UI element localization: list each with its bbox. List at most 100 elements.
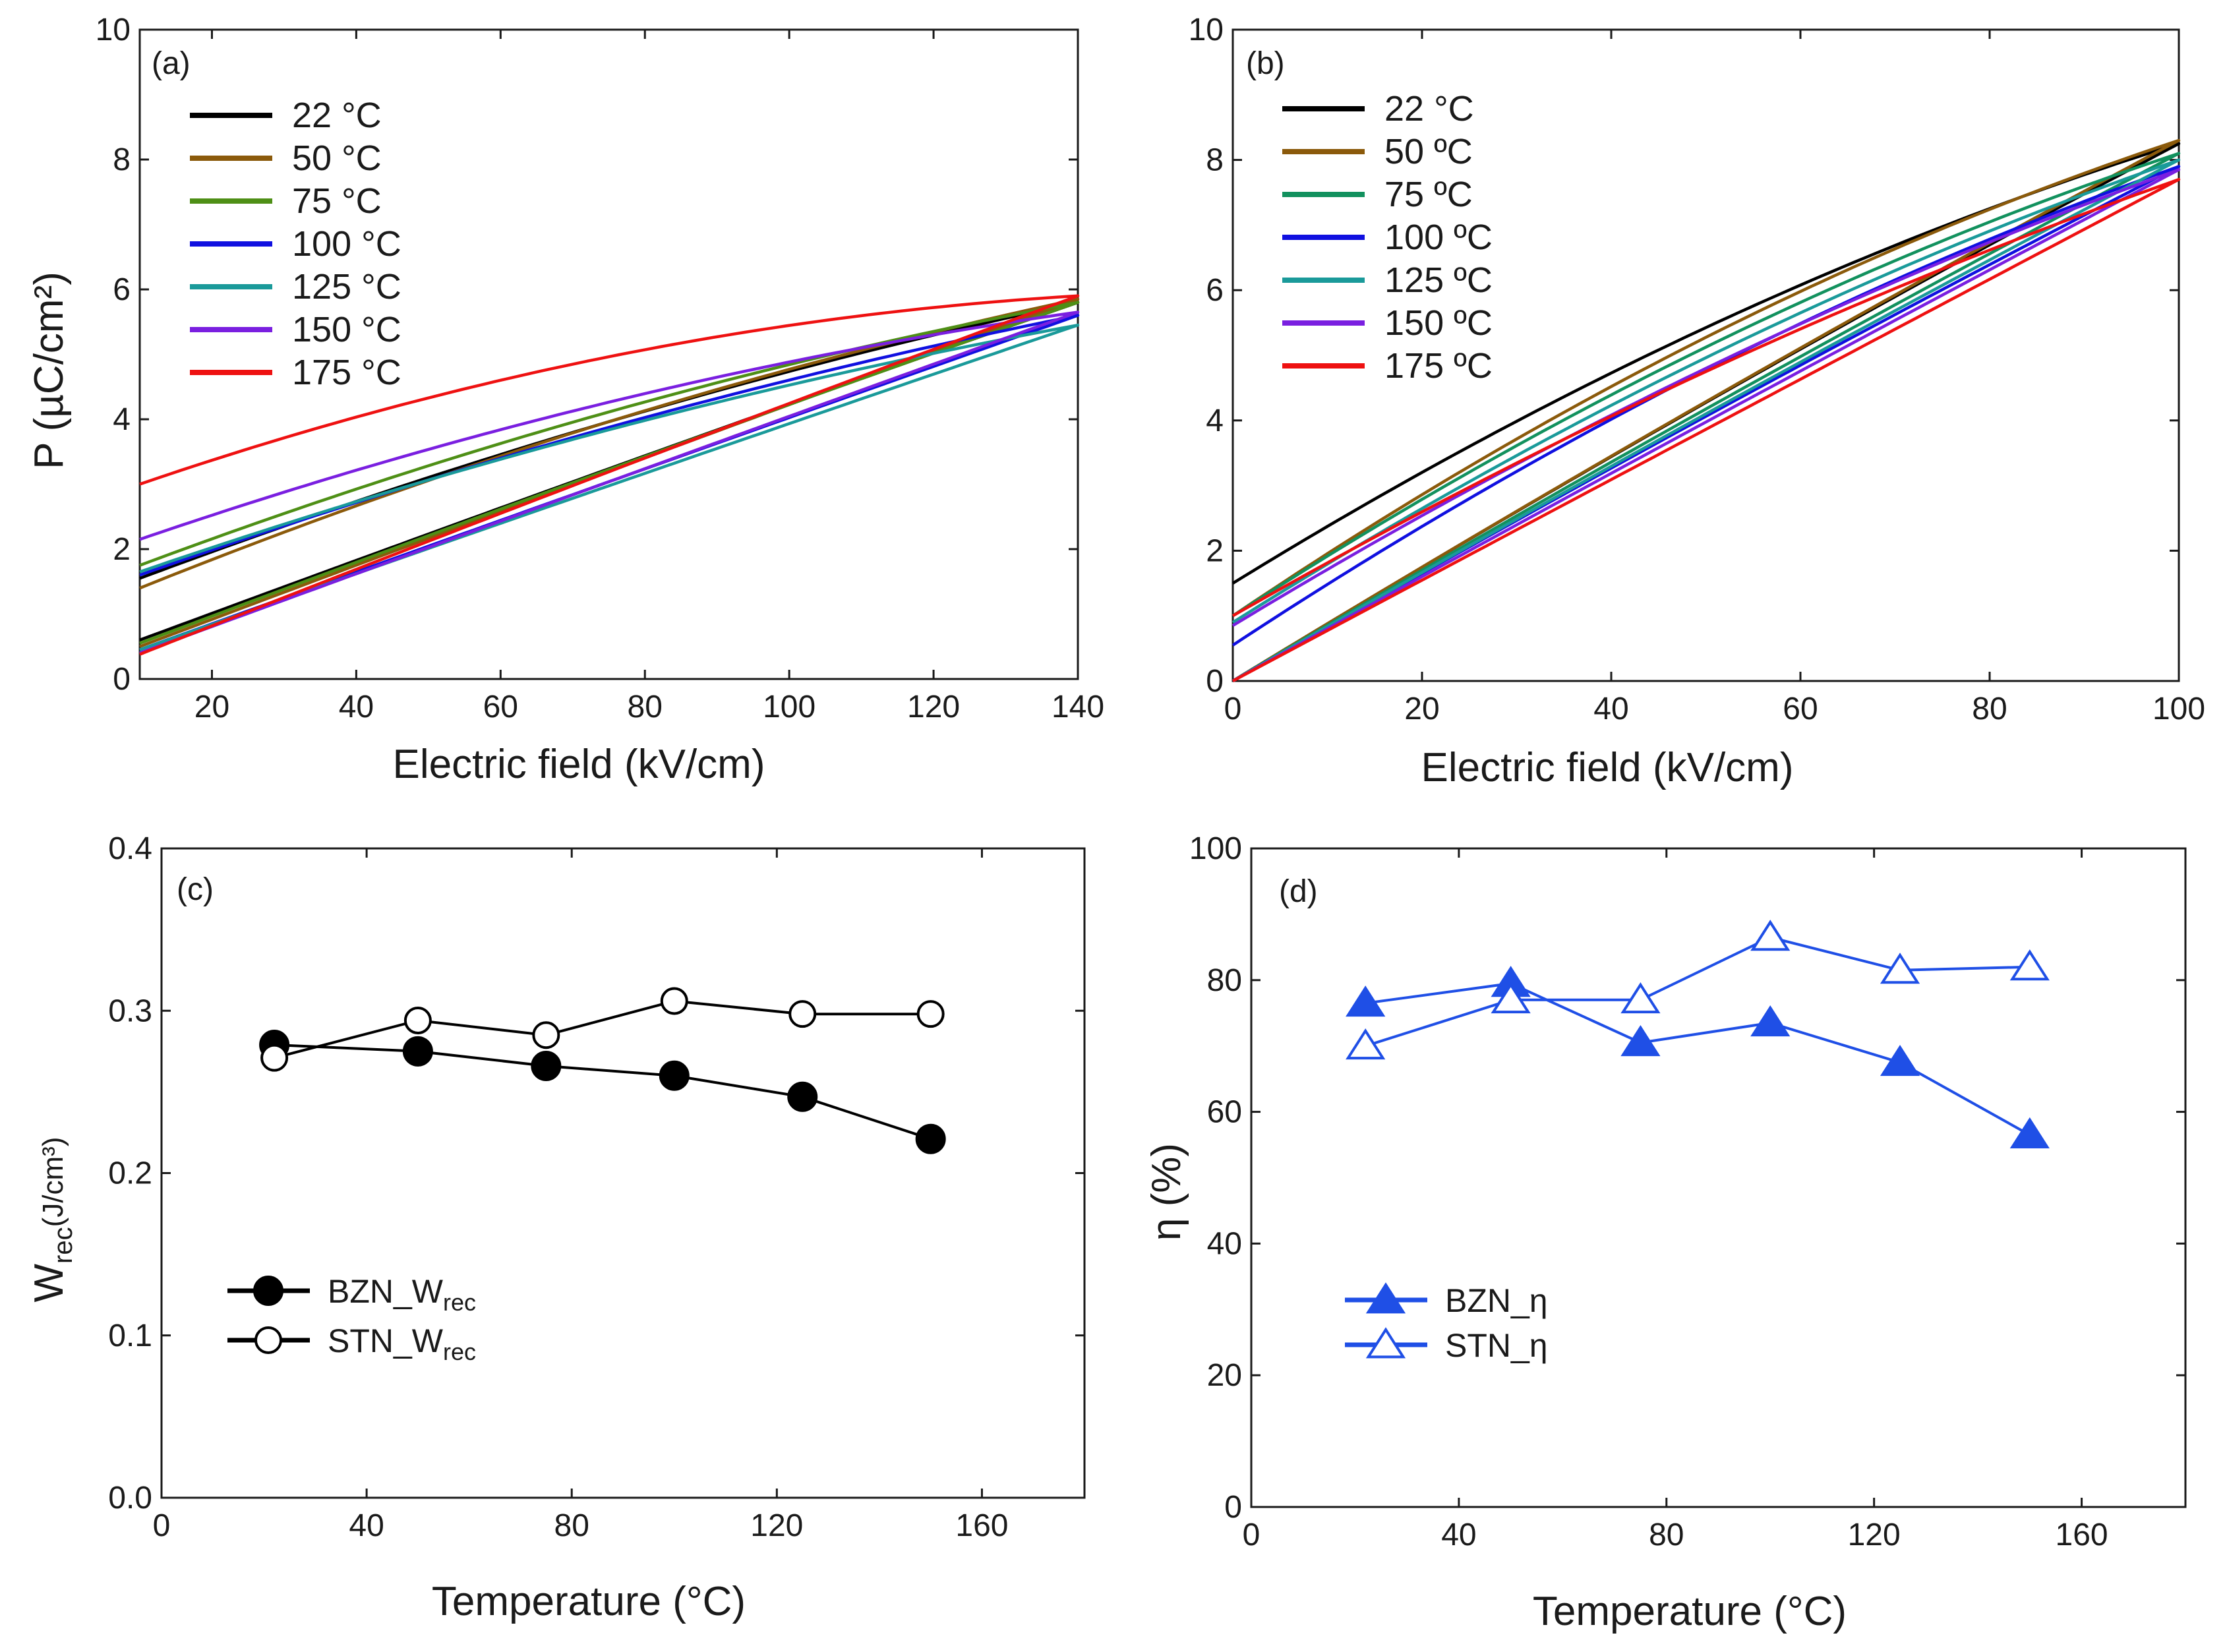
panel-a-legend-label: 175 °C <box>292 353 401 392</box>
panel-a-y-axis-label: P (µC/cm²) <box>26 272 72 469</box>
panel-c-legend-label-main: STN_W <box>328 1322 444 1359</box>
panel-a-legend-label: 125 °C <box>292 267 401 307</box>
panel-a-y-tick-label: 8 <box>113 142 131 177</box>
panel-c-x-tick-label: 120 <box>750 1508 803 1543</box>
panel-c-legend-label-subscript: rec <box>443 1289 476 1316</box>
panel-d-legend-label: BZN_η <box>1445 1282 1548 1319</box>
panel-b-label: (b) <box>1246 46 1285 81</box>
panel-a-x-tick-label: 60 <box>483 690 518 724</box>
panel-d-series-1-point <box>1620 982 1661 1014</box>
panel-a: (a) Electric field (kV/cm) P (µC/cm²) 20… <box>26 13 1104 787</box>
panel-c: (c) Temperature (°C) Wrec(J/cm³) 0 40 80 12… <box>26 831 1086 1624</box>
panel-c-x-axis-label: Temperature (°C) <box>432 1579 746 1624</box>
panel-c-legend-label-main: BZN_W <box>328 1273 444 1310</box>
panel-c-series-0-point <box>402 1036 433 1067</box>
panel-a-label: (a) <box>152 46 191 81</box>
panel-d-y-tick-label: 40 <box>1207 1226 1242 1261</box>
panel-c-legend-marker <box>253 1276 283 1306</box>
panel-c-series-0-point <box>787 1081 818 1112</box>
panel-a-x-tick-label: 140 <box>1052 690 1104 724</box>
panel-d-series-0-point <box>1620 1024 1661 1057</box>
panel-b-y-tick-label: 2 <box>1206 533 1224 568</box>
panel-c-series-1-point <box>788 1000 817 1028</box>
panel-a-legend-label: 50 °C <box>292 138 382 178</box>
panel-b-legend-label: 175 ºC <box>1384 346 1493 386</box>
panel-d-x-tick-label: 40 <box>1441 1518 1476 1552</box>
panel-d-series-1-line <box>1365 935 2030 1047</box>
panel-d-y-axis-label: η (%) <box>1144 1143 1189 1241</box>
panel-d-series-1-point <box>2009 949 2050 981</box>
panel-d-x-tick-label: 0 <box>1243 1518 1261 1552</box>
panel-c-series-1-point <box>260 1044 289 1072</box>
panel-b-loop-6 <box>1231 177 2181 682</box>
panel-a-loop-2 <box>139 301 1080 645</box>
panel-c-series-0-line <box>274 1044 932 1140</box>
panel-b-x-axis-label: Electric field (kV/cm) <box>1421 745 1794 790</box>
panel-d-series-0-point <box>1880 1044 1920 1077</box>
panel-c-series-1-line <box>274 999 931 1059</box>
panel-a-y-tick-label: 0 <box>113 662 131 697</box>
panel-d-x-axis-label: Temperature (°C) <box>1533 1589 1847 1634</box>
panel-c-label: (c) <box>177 872 214 907</box>
panel-a-legend-label: 75 °C <box>292 181 382 221</box>
panel-d: (d) Temperature (°C) η (%) 0 40 80 120 160 0 2… <box>1144 831 2187 1634</box>
panel-b-x-tick-label: 0 <box>1224 692 1242 726</box>
panel-b-legend-label: 75 ºC <box>1384 175 1473 214</box>
panel-d-series-1-point <box>1880 953 1920 984</box>
panel-c-legend-label-subscript: rec <box>443 1338 476 1365</box>
panel-b-x-tick-label: 20 <box>1404 692 1439 726</box>
panel-c-x-tick-label: 40 <box>349 1508 384 1543</box>
panel-a-x-tick-label: 20 <box>194 690 229 724</box>
panel-d-x-tick-label: 120 <box>1848 1518 1901 1552</box>
panel-c-series-0-point <box>531 1050 562 1081</box>
panel-b-legend-label: 125 ºC <box>1384 260 1493 300</box>
panel-b-loop-2 <box>1231 152 2181 682</box>
panel-d-y-tick-label: 100 <box>1189 831 1242 866</box>
panel-c-series-0-point <box>915 1123 946 1154</box>
panel-d-legend-label-main: BZN_η <box>1445 1282 1548 1319</box>
panel-d-y-tick-label: 0 <box>1224 1490 1242 1525</box>
panel-a-x-tick-label: 100 <box>763 690 816 724</box>
panel-d-y-tick-label: 80 <box>1207 963 1242 998</box>
panel-d-legend-label-main: STN_η <box>1445 1327 1548 1364</box>
panel-a-x-tick-label: 80 <box>628 690 663 724</box>
panel-b-y-tick-label: 4 <box>1206 403 1224 438</box>
panel-d-y-tick-label: 60 <box>1207 1095 1242 1130</box>
panel-b-loop-1 <box>1231 138 2181 682</box>
panel-b-legend-label: 100 ºC <box>1384 218 1493 257</box>
panel-d-x-tick-label: 80 <box>1649 1518 1684 1552</box>
panel-b-legend-label: 22 °C <box>1384 89 1474 129</box>
panel-c-legend-marker <box>254 1326 282 1354</box>
panel-c-y-tick-label: 0.0 <box>108 1481 152 1516</box>
panel-a-x-axis-label: Electric field (kV/cm) <box>393 742 765 787</box>
panel-c-series-0-point <box>659 1060 690 1091</box>
panel-c-legend-label: BZN_Wrec <box>328 1273 476 1316</box>
panel-d-legend-label: STN_η <box>1445 1327 1548 1364</box>
panel-b-plot-frame <box>1231 28 2180 682</box>
panel-b-legend-label: 150 ºC <box>1384 303 1493 343</box>
panel-b-y-tick-label: 0 <box>1206 664 1224 699</box>
panel-a-y-tick-label: 2 <box>113 532 131 567</box>
panel-c-series-1-point <box>532 1021 560 1049</box>
panel-d-series-1-point <box>1750 920 1791 951</box>
panel-a-x-tick-label: 120 <box>907 690 960 724</box>
panel-d-legend-marker <box>1365 1327 1406 1359</box>
panel-c-y-tick-label: 0.1 <box>108 1318 152 1353</box>
panel-b-x-tick-label: 40 <box>1593 692 1628 726</box>
panel-c-series-1-point <box>916 1000 945 1028</box>
panel-d-plot-frame <box>1250 847 2187 1508</box>
panel-b-x-tick-label: 60 <box>1783 692 1818 726</box>
panel-d-series-0-point <box>1346 986 1386 1017</box>
panel-c-y-tick-label: 0.3 <box>108 993 152 1028</box>
panel-a-loop-6 <box>139 294 1080 656</box>
panel-d-series-1-point <box>1491 982 1531 1014</box>
panel-a-x-tick-label: 40 <box>339 690 374 724</box>
panel-d-series-0-point <box>1750 1005 1791 1037</box>
panel-a-loop-5 <box>139 310 1080 655</box>
panel-a-y-tick-label: 10 <box>96 13 131 47</box>
panel-b-y-tick-label: 8 <box>1206 143 1224 178</box>
panel-a-legend-label: 22 °C <box>292 96 382 135</box>
panel-b-x-tick-label: 100 <box>2152 692 2205 726</box>
panel-a-plot-frame <box>138 28 1079 680</box>
